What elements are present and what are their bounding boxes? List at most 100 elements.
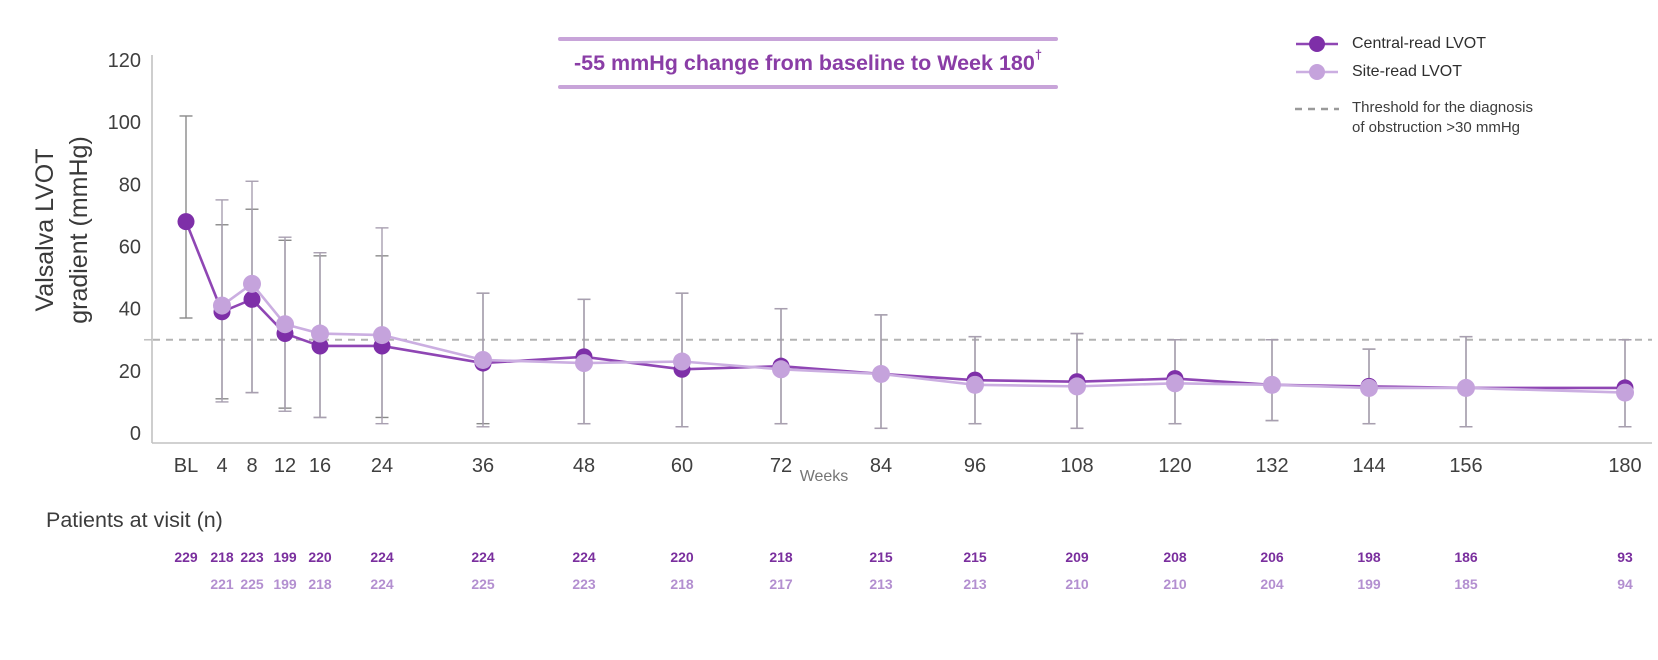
legend-item-central: Central-read LVOT	[1294, 30, 1533, 58]
data-point-site-156	[1457, 378, 1475, 397]
data-point-site-132	[1263, 375, 1281, 394]
data-point-central-16	[311, 337, 329, 355]
data-point-central-BL	[177, 213, 195, 231]
x-tick-label: 96	[964, 455, 986, 477]
patients-count-central-4: 218	[210, 549, 234, 565]
patients-count-site-108: 210	[1065, 576, 1089, 592]
x-tick-label: 108	[1060, 455, 1093, 477]
patients-count-site-132: 204	[1260, 576, 1284, 592]
x-tick-label: 48	[573, 455, 595, 477]
patients-count-central-60: 220	[670, 549, 694, 565]
data-point-site-96	[966, 375, 984, 394]
data-point-site-16	[311, 324, 329, 343]
x-tick-label: 72	[770, 455, 792, 477]
patients-count-central-156: 186	[1454, 549, 1478, 565]
change-annotation-banner: -55 mmHg change from baseline to Week 18…	[558, 37, 1058, 89]
site-read-marker-icon	[1296, 64, 1338, 80]
patients-count-site-96: 213	[963, 576, 987, 592]
patients-count-site-156: 185	[1454, 576, 1478, 592]
y-tick-label: 100	[108, 112, 141, 134]
x-tick-label: 180	[1608, 455, 1641, 477]
x-tick-label: 12	[274, 455, 296, 477]
y-tick-label: 40	[119, 299, 141, 321]
data-point-site-48	[575, 354, 593, 373]
annotation-text-main: -55 mmHg change from baseline to Week 18…	[574, 51, 1035, 75]
patients-row-central: 229 218 223 199 220 224 224 224 220 218 215 215 209 2…	[0, 549, 1658, 569]
x-tick-label: 144	[1352, 455, 1385, 477]
legend: Central-read LVOT Site-read LVOT Thresho…	[1294, 30, 1533, 138]
y-tick-label: 60	[119, 237, 141, 259]
patients-count-central-132: 206	[1260, 549, 1284, 565]
annotation-rule-bottom	[558, 85, 1058, 89]
patients-count-central-48: 224	[572, 549, 596, 565]
patients-count-central-120: 208	[1163, 549, 1187, 565]
central-read-marker-icon	[1296, 36, 1338, 52]
x-tick-label: BL	[174, 455, 198, 477]
patients-count-central-72: 218	[769, 549, 793, 565]
data-point-site-144	[1360, 378, 1378, 397]
data-point-site-4	[213, 296, 231, 315]
x-tick-label: 120	[1158, 455, 1191, 477]
legend-label-central: Central-read LVOT	[1352, 35, 1486, 52]
y-tick-label: 0	[130, 423, 141, 445]
patients-count-central-36: 224	[471, 549, 495, 565]
x-tick-label: 36	[472, 455, 494, 477]
patients-count-central-BL: 229	[174, 549, 198, 565]
x-tick-label: 84	[870, 455, 892, 477]
x-tick-label: 60	[671, 455, 693, 477]
patients-count-site-72: 217	[769, 576, 793, 592]
data-point-central-8	[243, 290, 261, 308]
data-point-site-12	[276, 315, 294, 334]
data-point-site-8	[243, 274, 261, 293]
y-tick-label: 20	[119, 361, 141, 383]
data-point-site-84	[872, 364, 890, 383]
patients-count-central-12: 199	[273, 549, 297, 565]
x-tick-label: 4	[216, 455, 227, 477]
legend-label-site: Site-read LVOT	[1352, 63, 1462, 80]
x-tick-label: 16	[309, 455, 331, 477]
data-point-site-60	[673, 352, 691, 371]
patients-count-site-144: 199	[1357, 576, 1381, 592]
x-tick-label: 156	[1449, 455, 1482, 477]
y-tick-label: 80	[119, 174, 141, 196]
legend-label-threshold-line2: of obstruction >30 mmHg	[1352, 119, 1520, 136]
patients-count-central-24: 224	[370, 549, 394, 565]
legend-label-threshold: Threshold for the diagnosis of obstructi…	[1352, 98, 1533, 138]
y-tick-label: 120	[108, 50, 141, 72]
patients-count-site-48: 223	[572, 576, 596, 592]
patients-count-central-144: 198	[1357, 549, 1381, 565]
patients-count-central-8: 223	[240, 549, 264, 565]
data-point-site-72	[772, 360, 790, 379]
patients-count-site-12: 199	[273, 576, 297, 592]
patients-count-central-84: 215	[869, 549, 893, 565]
patients-count-site-36: 225	[471, 576, 495, 592]
annotation-rule-top	[558, 37, 1058, 41]
legend-label-threshold-line1: Threshold for the diagnosis	[1352, 99, 1533, 116]
legend-item-threshold: Threshold for the diagnosis of obstructi…	[1294, 98, 1533, 138]
x-tick-label: 132	[1255, 455, 1288, 477]
patients-count-site-60: 218	[670, 576, 694, 592]
patients-count-site-16: 218	[308, 576, 332, 592]
x-tick-label: 8	[246, 455, 257, 477]
patients-count-site-4: 221	[210, 576, 234, 592]
patients-count-central-108: 209	[1065, 549, 1089, 565]
patients-count-site-24: 224	[370, 576, 394, 592]
dashed-line-icon	[1295, 107, 1339, 111]
series-line-central	[184, 221, 1625, 390]
patients-count-site-84: 213	[869, 576, 893, 592]
legend-item-site: Site-read LVOT	[1294, 58, 1533, 86]
x-tick-label: 24	[371, 455, 393, 477]
patients-count-site-120: 210	[1163, 576, 1187, 592]
patients-at-visit-label: Patients at visit (n)	[46, 508, 223, 532]
data-point-site-120	[1166, 374, 1184, 393]
patients-count-site-180: 94	[1617, 576, 1633, 592]
patients-count-central-180: 93	[1617, 549, 1633, 565]
data-point-site-108	[1068, 377, 1086, 396]
data-point-site-36	[474, 350, 492, 369]
annotation-dagger: †	[1034, 47, 1042, 62]
patients-count-central-16: 220	[308, 549, 332, 565]
patients-count-site-8: 225	[240, 576, 264, 592]
patients-row-site: 221 225 199 218 224 225 223 218 217 213 213 210 210 2…	[0, 576, 1658, 596]
